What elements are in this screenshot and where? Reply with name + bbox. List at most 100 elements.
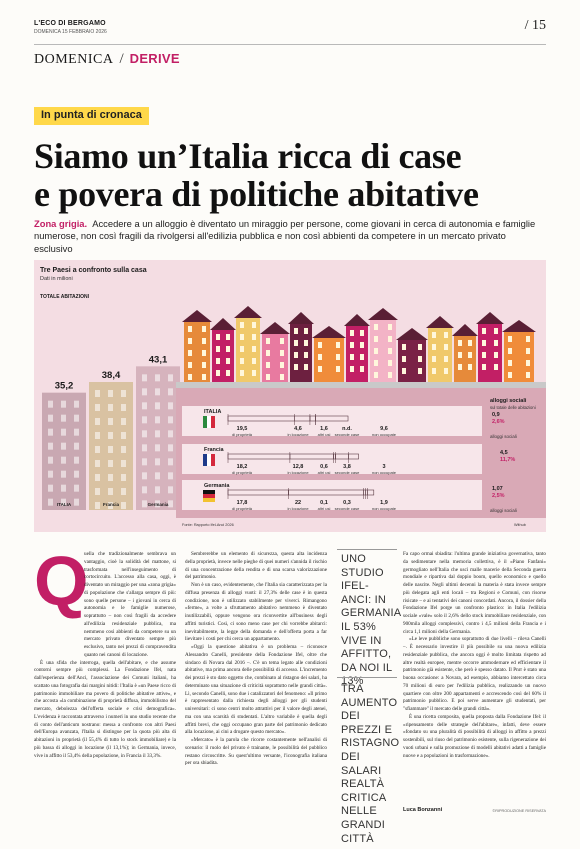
house-window	[526, 348, 530, 354]
article-paragraph: «Oggi la questione abitativa è un proble…	[185, 644, 327, 736]
house-window	[226, 346, 230, 352]
segment-label: seconde case	[335, 470, 360, 475]
segment-value: 19,5	[237, 426, 248, 432]
building-window	[121, 488, 126, 495]
standfirst-lead: Zona grigia.	[34, 218, 88, 229]
house-window	[508, 336, 512, 342]
building-window	[121, 460, 126, 467]
house-window	[266, 350, 270, 356]
section-separator: /	[119, 51, 124, 67]
article-paragraph: uella che tradizionalmente sembrava un v…	[84, 551, 176, 658]
total-value-label: 35,2	[55, 381, 74, 392]
house-body	[262, 334, 288, 382]
building-window	[108, 404, 113, 411]
building-window	[48, 442, 53, 450]
house-window	[494, 364, 498, 370]
house-roof	[452, 324, 478, 336]
house-window	[252, 334, 256, 340]
country-name: Francia	[204, 447, 225, 453]
house-window	[432, 368, 436, 374]
building-window	[61, 484, 66, 492]
section-sub: DERIVE	[129, 51, 180, 66]
building-window	[48, 456, 53, 464]
building-window	[61, 400, 66, 408]
article-column-4: Fa capo ormai sbiadita: l'ultima grande …	[403, 551, 546, 760]
house-roof	[476, 312, 504, 324]
house-window	[266, 362, 270, 368]
house-window	[468, 340, 472, 346]
house-window	[336, 366, 340, 372]
house-window	[388, 348, 392, 354]
segment-label: non occupate	[372, 432, 397, 437]
building-window	[74, 442, 79, 450]
flag-stripe	[203, 498, 215, 502]
segment-value: 0,3	[343, 500, 351, 506]
house-roof	[502, 320, 536, 332]
building-window	[108, 460, 113, 467]
social-value: 0,9	[492, 412, 500, 418]
house-window	[202, 326, 206, 332]
house-window	[350, 342, 354, 348]
house-window	[402, 344, 406, 350]
flag-stripe	[203, 490, 215, 494]
building-window	[155, 402, 160, 410]
house-window	[188, 374, 192, 380]
building-window	[95, 474, 100, 481]
house-window	[374, 348, 378, 354]
standfirst: Zona grigia. Accedere a un alloggio è di…	[34, 218, 546, 255]
pull-quote-2: Tra aumento dei prezzi e ristagno dei sa…	[341, 683, 400, 845]
social-header: alloggi sociali	[490, 398, 527, 404]
building-window	[61, 470, 66, 478]
house-body	[290, 324, 312, 382]
segment-label: non occupate	[372, 506, 397, 511]
ground-band	[176, 382, 546, 388]
house-window	[188, 350, 192, 356]
chart-subtitle: Dati in milioni	[40, 276, 73, 282]
house-window	[360, 366, 364, 372]
house-roof	[288, 312, 314, 324]
section-header: DOMENICA / DERIVE	[34, 51, 180, 71]
building-window	[168, 416, 173, 424]
building-window	[108, 474, 113, 481]
segment-label: di proprietà	[232, 432, 253, 437]
building-window	[74, 456, 79, 464]
building-window	[142, 472, 147, 480]
house-window	[336, 354, 340, 360]
house-window	[402, 356, 406, 362]
segment-value: 3,8	[343, 464, 351, 470]
house-window	[360, 330, 364, 336]
house-window	[304, 328, 308, 334]
building-window	[168, 388, 173, 396]
house-window	[280, 338, 284, 344]
country-name: ITALIA	[204, 409, 221, 415]
country-name: Germania	[204, 483, 230, 489]
social-subheader: sul totale delle abitazioni	[490, 405, 536, 410]
house-roof	[312, 326, 346, 338]
social-repeat-label: alloggi sociali	[490, 434, 517, 439]
house-window	[432, 344, 436, 350]
house-window	[508, 372, 512, 378]
building-window	[48, 498, 53, 506]
building-window	[108, 432, 113, 439]
building-window	[61, 498, 66, 506]
building-window	[95, 432, 100, 439]
building-window	[142, 416, 147, 424]
house-window	[482, 352, 486, 358]
house-window	[240, 346, 244, 352]
house-window	[226, 370, 230, 376]
house-window	[226, 334, 230, 340]
article-paragraph: Fa capo ormai sbiadita: l'ultima grande …	[403, 551, 546, 635]
standfirst-text: Accedere a un alloggio è diventato un mi…	[34, 218, 536, 254]
chart-source: Fonte: Rapporto Ifel-Anci 2026	[182, 523, 234, 527]
segment-label: seconde case	[335, 432, 360, 437]
house-window	[240, 370, 244, 376]
house-window	[202, 374, 206, 380]
chart-totals-label: TOTALE ABITAZIONI	[40, 294, 89, 300]
house-window	[432, 332, 436, 338]
house-window	[252, 358, 256, 364]
segment-label: seconde case	[335, 506, 360, 511]
building-window	[155, 486, 160, 494]
building-window	[142, 500, 147, 508]
house-window	[444, 368, 448, 374]
kicker-label: In punta di cronaca	[34, 107, 149, 125]
